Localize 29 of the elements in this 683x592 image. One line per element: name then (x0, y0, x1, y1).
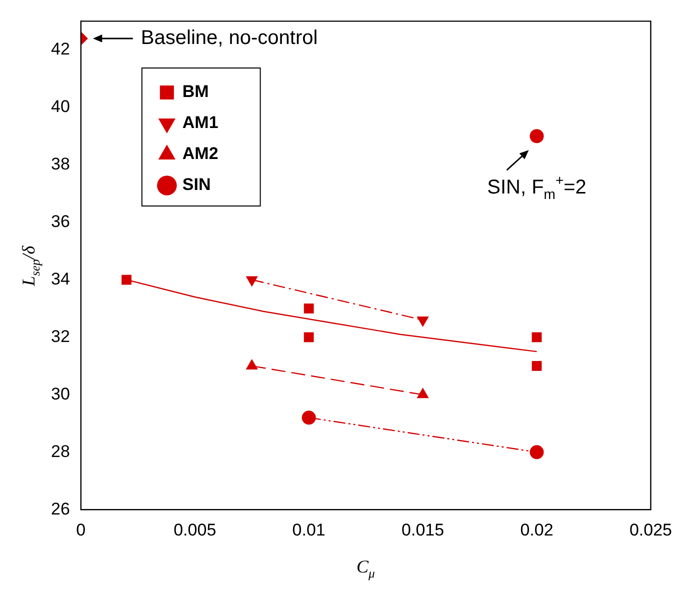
y-axis-title: Lsep/δ (18, 245, 43, 288)
point (532, 332, 542, 342)
legend-label: BM (182, 82, 209, 102)
y-tick-label: 36 (50, 212, 70, 231)
x-tick-label: 0.025 (629, 520, 672, 540)
point (530, 129, 544, 144)
x-tick-label: 0.01 (292, 520, 326, 540)
y-tick-label: 38 (50, 154, 70, 174)
point (122, 274, 132, 285)
x-tick-label: 0 (76, 520, 86, 540)
y-tick-label: 30 (50, 384, 70, 404)
y-tick-label: 40 (50, 97, 70, 116)
y-tick-label: 42 (50, 40, 70, 59)
x-tick-label: 0.015 (402, 520, 444, 540)
annotation: Baseline, no-control (140, 26, 318, 49)
y-tick-label: 34 (50, 269, 70, 288)
point (302, 410, 316, 425)
legend-label: AM1 (182, 113, 218, 132)
y-tick-label: 26 (50, 499, 70, 518)
y-tick-label: 28 (50, 442, 70, 461)
point (530, 445, 544, 460)
y-tick-label: 32 (50, 326, 70, 346)
x-tick-label: 0.02 (520, 520, 554, 540)
point (304, 332, 314, 342)
point (304, 304, 314, 314)
x-tick-label: 0.005 (174, 520, 216, 540)
legend-label: AM2 (182, 144, 218, 164)
legend-label: SIN (182, 175, 211, 194)
point (532, 361, 542, 371)
